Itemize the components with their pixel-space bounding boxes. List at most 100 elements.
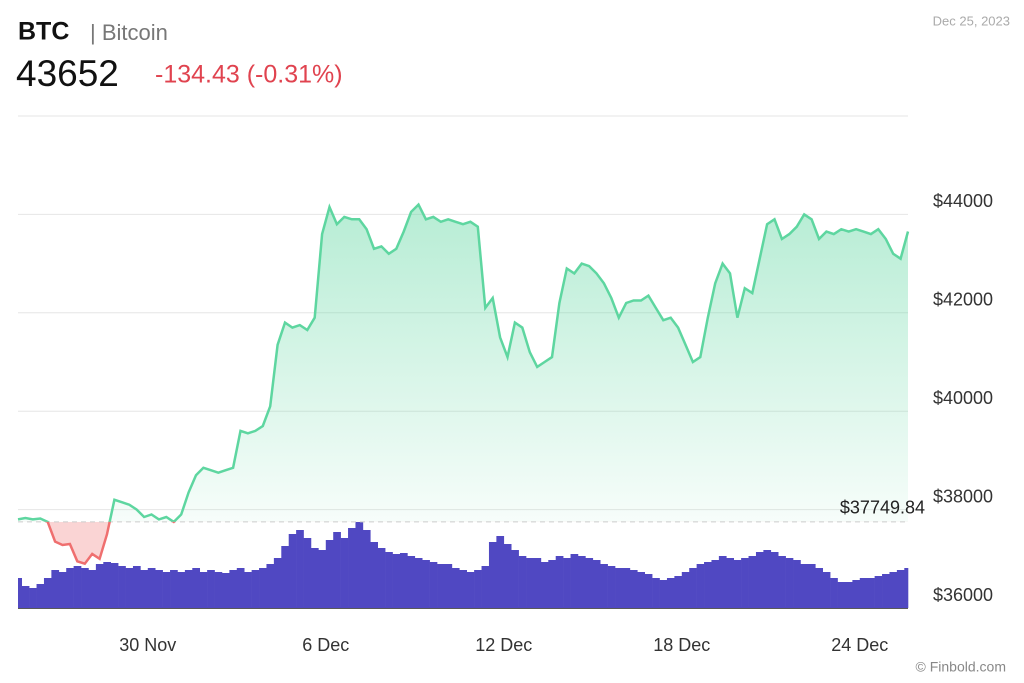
volume-bar — [577, 556, 586, 608]
date: Dec 25, 2023 — [933, 13, 1010, 28]
volume-bar — [474, 570, 482, 608]
volume-bar — [763, 550, 772, 608]
volume-bar — [296, 530, 304, 608]
volume-bar — [103, 562, 112, 608]
volume-bar — [889, 572, 898, 608]
volume-bar — [726, 558, 735, 608]
price-line — [17, 202, 910, 522]
volume-bar — [340, 538, 349, 608]
volume-bar — [733, 560, 742, 608]
volume-bar — [414, 558, 423, 608]
volume-bar — [66, 568, 74, 608]
volume-bar — [333, 532, 341, 608]
volume-bar — [496, 536, 505, 608]
volume-bar — [95, 564, 104, 608]
volume-bar — [147, 568, 156, 608]
x-tick-label: 12 Dec — [475, 635, 532, 655]
volume-bar — [466, 572, 475, 608]
volume-bar — [303, 538, 312, 608]
volume-bar — [118, 566, 126, 608]
volume-bar — [221, 573, 230, 608]
volume-bar — [770, 552, 779, 608]
volume-bar — [125, 568, 134, 608]
volume-bar — [637, 572, 646, 608]
volume-bar — [511, 550, 519, 608]
volume-bar — [244, 572, 252, 608]
volume-bar — [207, 570, 215, 608]
reference-label: $37749.84 — [840, 498, 925, 518]
volume-bar — [162, 572, 171, 608]
volume-bar — [778, 556, 786, 608]
volume-bar — [674, 576, 683, 608]
y-tick-label: $36000 — [933, 585, 993, 605]
y-tick-label: $40000 — [933, 388, 993, 408]
volume-bar — [718, 556, 727, 608]
volume-bar — [844, 582, 853, 608]
volume-bar — [192, 568, 201, 608]
volume-bar — [407, 556, 416, 608]
volume-bar — [288, 534, 297, 608]
credit: © Finbold.com — [916, 659, 1006, 675]
volume-bar — [29, 588, 37, 608]
volume-bar — [859, 578, 868, 608]
volume-bar — [681, 572, 690, 608]
volume-bar — [58, 572, 67, 608]
volume-bar — [18, 578, 23, 608]
x-tick-label: 30 Nov — [119, 635, 176, 655]
volume-bar — [800, 564, 809, 608]
volume-bar — [422, 560, 430, 608]
volume-bar — [488, 542, 497, 608]
volume-bar — [266, 564, 275, 608]
volume-bar — [592, 560, 601, 608]
volume-bar — [540, 562, 549, 608]
volume-bar — [214, 572, 223, 608]
volume-bar — [563, 558, 571, 608]
volume-bar — [362, 530, 371, 608]
volume-bar — [132, 566, 141, 608]
price-change: -134.43 (-0.31%) — [155, 61, 343, 89]
volume-bar — [882, 574, 890, 608]
volume-bar — [570, 554, 579, 608]
volume-bar — [177, 572, 186, 608]
volume-bar — [73, 566, 82, 608]
volume-bar — [170, 570, 178, 608]
volume-bar — [51, 570, 60, 608]
volume-bar — [155, 570, 163, 608]
y-tick-label: $42000 — [933, 290, 993, 310]
volume-bar — [533, 558, 542, 608]
volume-bar — [666, 578, 675, 608]
volume-bar — [793, 560, 801, 608]
volume-bar — [385, 552, 393, 608]
volume-bar — [110, 563, 119, 608]
volume-bar — [904, 568, 909, 608]
volume-bar — [281, 546, 290, 608]
volume-bar — [459, 570, 468, 608]
volume-bar — [370, 542, 379, 608]
y-tick-label: $38000 — [933, 486, 993, 506]
volume-bar — [88, 570, 97, 608]
volume-bar — [785, 558, 794, 608]
volume-bar — [81, 568, 89, 608]
volume-bar — [184, 570, 193, 608]
volume-bar — [807, 564, 816, 608]
volume-bar — [399, 553, 408, 608]
volume-bar — [318, 550, 327, 608]
volume-bar — [622, 568, 631, 608]
volume-bar — [755, 552, 764, 608]
volume-bar — [874, 576, 883, 608]
volume-bar — [711, 560, 720, 608]
price: 43652 — [16, 53, 119, 94]
x-tick-label: 6 Dec — [302, 635, 349, 655]
volume-bar — [526, 558, 534, 608]
volume-bar — [704, 562, 712, 608]
volume-bar — [748, 556, 757, 608]
volume-bar — [481, 566, 490, 608]
volume-bar — [355, 522, 364, 608]
volume-bar — [273, 558, 282, 608]
ticker: BTC — [18, 18, 69, 46]
volume-bar — [837, 582, 846, 608]
volume-bar — [629, 570, 638, 608]
price-area — [18, 204, 908, 522]
volume-bar — [429, 562, 438, 608]
